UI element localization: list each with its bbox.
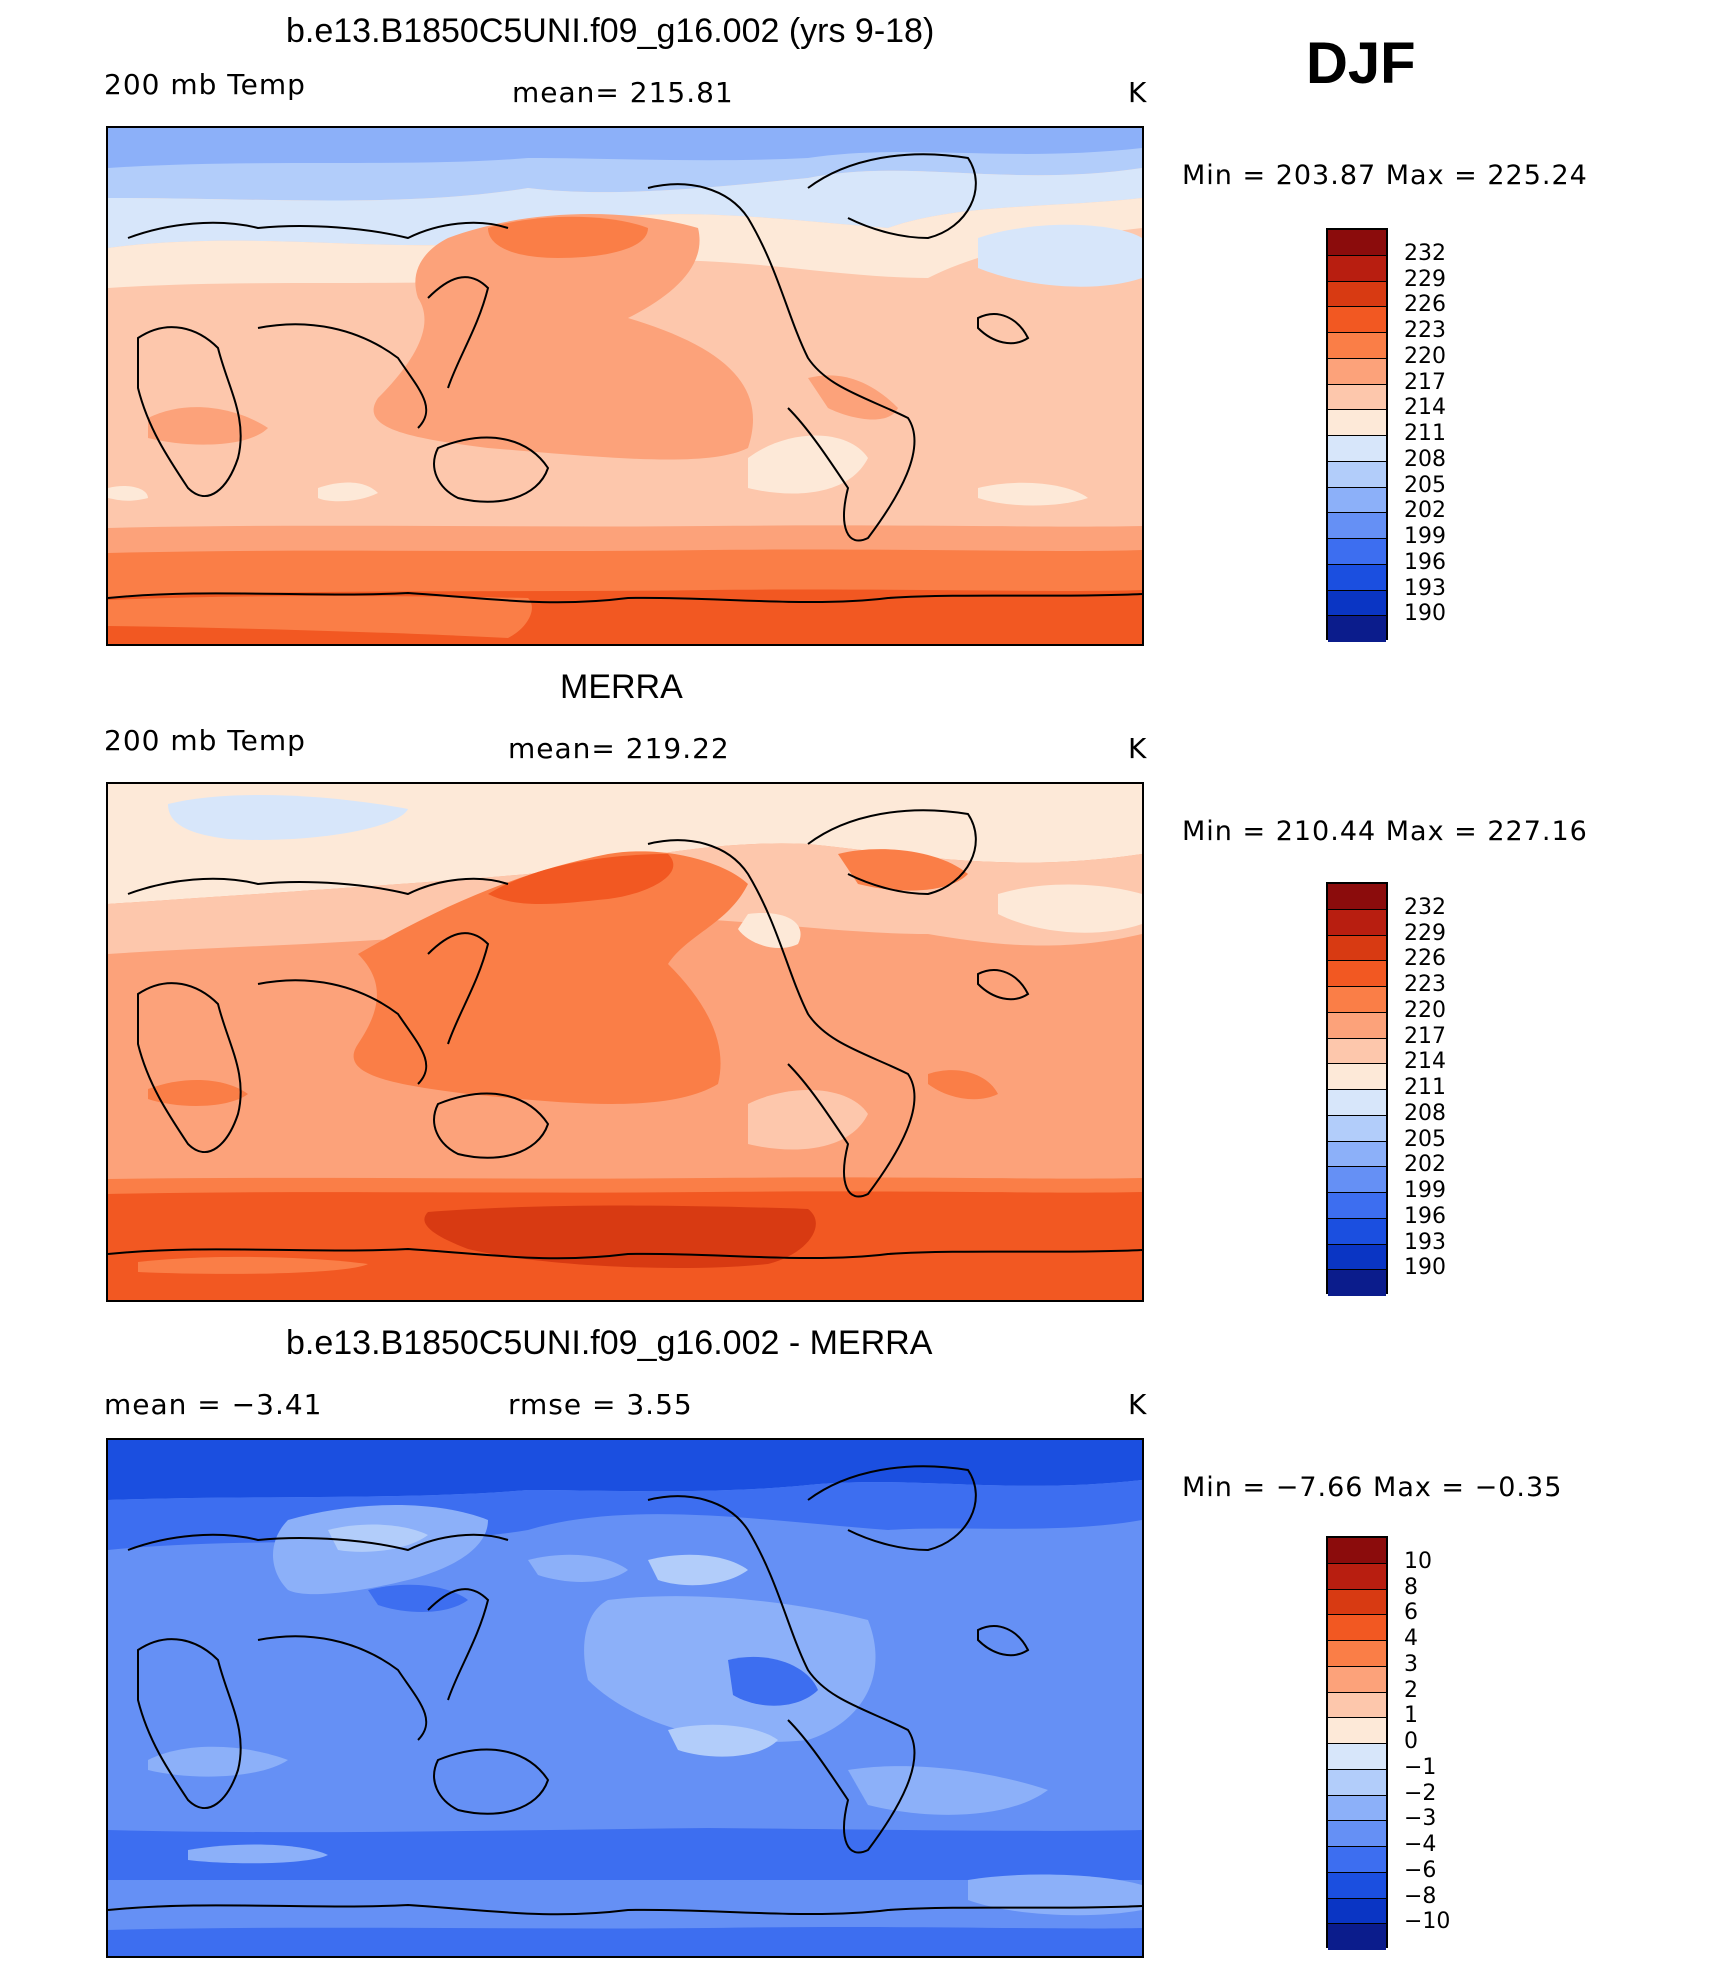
colorbar-tick-label: 208	[1404, 446, 1446, 472]
colorbar-tick-label: 226	[1404, 292, 1446, 318]
colorbar-tick-label: 226	[1404, 946, 1446, 972]
colorbar-tick-label: −6	[1404, 1857, 1437, 1883]
panel-title-model: b.e13.B1850C5UNI.f09_g16.002 (yrs 9-18)	[286, 12, 935, 50]
colorbar-tick-label: 217	[1404, 369, 1446, 395]
colorbar-tick-label: 190	[1404, 1255, 1446, 1281]
colorbar-tick-label: 8	[1404, 1574, 1418, 1600]
colorbar-tick-label: 1	[1404, 1703, 1418, 1729]
colorbar-tick-label: 214	[1404, 1049, 1446, 1075]
colorbar-tick-label: 220	[1404, 997, 1446, 1023]
contour-map-model	[108, 128, 1142, 644]
colorbar-tick-label: −8	[1404, 1883, 1437, 1909]
colorbar-tick-label: 10	[1404, 1548, 1432, 1574]
colorbar-tick-label: 4	[1404, 1626, 1418, 1651]
minmax-label-obs: Min = 210.44 Max = 227.16	[1182, 816, 1588, 847]
colorbar-tick-label: 199	[1404, 524, 1446, 549]
colorbar-tick-label: 196	[1404, 1203, 1446, 1229]
colorbar-tick-label: −2	[1404, 1780, 1437, 1806]
colorbar-tick-label: −4	[1404, 1832, 1437, 1857]
mean-label-diff: mean = −3.41	[104, 1388, 323, 1421]
colorbar-tick-label: 223	[1404, 318, 1446, 343]
map-model	[106, 126, 1144, 646]
colorbar-tick-label: −3	[1404, 1806, 1437, 1832]
colorbar-tick-label: 196	[1404, 549, 1446, 575]
colorbar-tick-label: −10	[1404, 1909, 1451, 1935]
minmax-label-model: Min = 203.87 Max = 225.24	[1182, 160, 1588, 191]
colorbar-tick-label: 232	[1404, 894, 1446, 920]
colorbar-tick-label: 199	[1404, 1178, 1446, 1203]
colorbar-tick-label: 205	[1404, 472, 1446, 498]
units-label-model: K	[1128, 76, 1148, 109]
colorbar-tick-label: 211	[1404, 421, 1446, 446]
colorbar-obs	[1326, 882, 1388, 1296]
colorbar-tick-label: 232	[1404, 240, 1446, 266]
mean-label-obs: mean= 219.22	[508, 732, 730, 765]
colorbar-model	[1326, 228, 1388, 642]
colorbar-tick-label: 193	[1404, 1229, 1446, 1255]
colorbar-tick-label: 229	[1404, 266, 1446, 292]
colorbar-tick-label: 202	[1404, 498, 1446, 524]
colorbar-tick-label: 208	[1404, 1100, 1446, 1126]
mean-label-model: mean= 215.81	[512, 76, 734, 109]
colorbar-tick-label: 229	[1404, 920, 1446, 946]
panel-title-diff: b.e13.B1850C5UNI.f09_g16.002 - MERRA	[286, 1324, 933, 1362]
colorbar-tick-label: −1	[1404, 1754, 1437, 1780]
colorbar-diff	[1326, 1536, 1388, 1950]
rmse-label-diff: rmse = 3.55	[508, 1388, 693, 1421]
colorbar-tick-label: 2	[1404, 1677, 1418, 1703]
colorbar-tick-label: 0	[1404, 1729, 1418, 1754]
colorbar-tick-label: 6	[1404, 1600, 1418, 1626]
colorbar-tick-label: 3	[1404, 1651, 1418, 1677]
colorbar-tick-label: 202	[1404, 1152, 1446, 1178]
colorbar-tick-label: 205	[1404, 1126, 1446, 1152]
colorbar-tick-label: 223	[1404, 972, 1446, 997]
panel-title-obs: MERRA	[560, 668, 683, 706]
colorbar-tick-label: 217	[1404, 1023, 1446, 1049]
map-obs	[106, 782, 1144, 1302]
minmax-label-diff: Min = −7.66 Max = −0.35	[1182, 1472, 1563, 1503]
colorbar-tick-label: 214	[1404, 395, 1446, 421]
variable-label-model: 200 mb Temp	[104, 68, 306, 101]
colorbar-tick-label: 190	[1404, 601, 1446, 627]
map-diff	[106, 1438, 1144, 1958]
contour-map-obs	[108, 784, 1142, 1300]
colorbar-tick-label: 220	[1404, 343, 1446, 369]
variable-label-obs: 200 mb Temp	[104, 724, 306, 757]
colorbar-tick-label: 211	[1404, 1075, 1446, 1100]
units-label-obs: K	[1128, 732, 1148, 765]
colorbar-tick-label: 193	[1404, 575, 1446, 601]
season-label: DJF	[1306, 31, 1416, 96]
units-label-diff: K	[1128, 1388, 1148, 1421]
contour-map-diff	[108, 1440, 1142, 1956]
